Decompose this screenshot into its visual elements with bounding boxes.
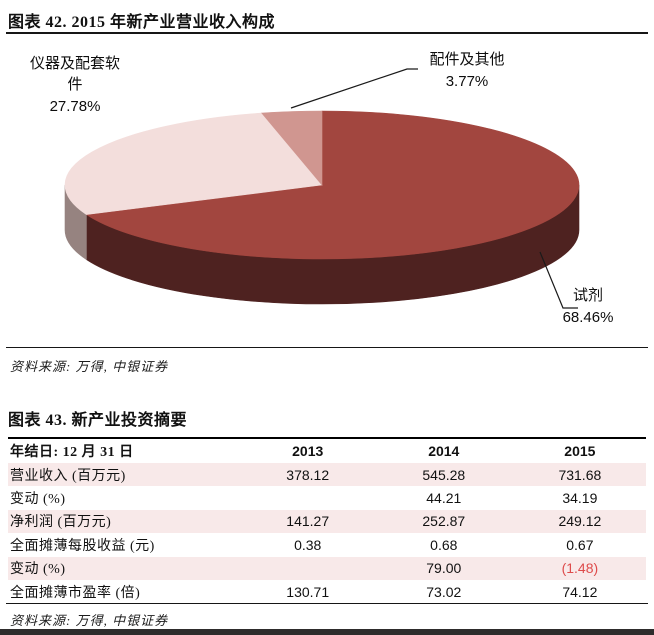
row-label: 全面摊薄市盈率 (倍) <box>10 585 141 601</box>
figure43-title: 图表 43. 新产业投资摘要 <box>8 412 188 429</box>
pie-label-instrument-pct: 27.78% <box>49 98 101 115</box>
pie-chart-3d <box>64 68 580 309</box>
row-value: 79.00 <box>426 560 462 577</box>
pie-slice-top-0 <box>85 110 580 260</box>
table-row: 变动 (%) 79.00 (1.48) <box>8 556 646 580</box>
row-value: 73.02 <box>426 583 462 600</box>
pie-slice-top-1 <box>64 112 323 215</box>
row-value: 0.67 <box>566 536 594 553</box>
row-label: 净利润 (百万元) <box>10 515 112 531</box>
pie-label-reagent-pct: 68.46% <box>562 309 614 326</box>
row-label: 全面摊薄每股收益 (元) <box>10 538 155 554</box>
pie-label-reagent-text: 试剂 <box>572 288 603 304</box>
pie-label-accessory-pct: 3.77% <box>445 73 489 90</box>
leader-line-accessory <box>290 68 418 109</box>
row-label: 营业收入 (百万元) <box>10 468 126 484</box>
divider-line <box>6 347 648 348</box>
row-value: 141.27 <box>286 513 330 530</box>
row-value: 252.87 <box>422 513 466 530</box>
figure43-source: 资料来源: 万得, 中银证券 <box>10 613 169 628</box>
pie-label-accessory-text: 配件及其他 <box>429 52 505 68</box>
table-row: 全面摊薄市盈率 (倍) 130.71 73.02 74.12 <box>8 580 646 603</box>
table-row: 营业收入 (百万元) 378.12 545.28 731.68 <box>8 463 646 487</box>
table-header-row: 年结日: 12 月 31 日 2013 2014 2015 <box>8 439 646 463</box>
row-label: 变动 (%) <box>10 562 66 578</box>
row-value: 130.71 <box>286 583 330 600</box>
row-value: 74.12 <box>562 583 598 600</box>
row-value: 0.38 <box>294 536 322 553</box>
row-value: 0.68 <box>430 536 458 553</box>
row-value: 378.12 <box>286 466 330 483</box>
divider-line <box>6 603 648 604</box>
row-value: 44.21 <box>426 490 462 507</box>
pie-label-accessory: 配件及其他 3.77% <box>412 50 522 93</box>
table-row: 全面摊薄每股收益 (元) 0.38 0.68 0.67 <box>8 533 646 556</box>
table-row: 变动 (%) 44.21 34.19 <box>8 486 646 509</box>
row-value: 731.68 <box>558 466 602 483</box>
row-value: 249.12 <box>558 513 602 530</box>
table-row: 净利润 (百万元) 141.27 252.87 249.12 <box>8 509 646 534</box>
figure42-title: 图表 42. 2015 年新产业营业收入构成 <box>8 14 276 31</box>
page-bottom-bar <box>0 629 654 635</box>
row-value: 545.28 <box>422 466 466 483</box>
pie-slice-top-2 <box>261 110 323 186</box>
row-value: 34.19 <box>562 490 598 507</box>
pie-label-reagent: 试剂 68.46% <box>548 286 628 329</box>
table-header-year: 2015 <box>564 443 596 459</box>
table-header-label: 年结日: 12 月 31 日 <box>10 445 134 460</box>
table-header-year: 2013 <box>292 443 324 459</box>
pie-label-instrument-text: 仪器及配套软件 <box>29 56 120 93</box>
row-label: 变动 (%) <box>10 492 66 508</box>
summary-table: 年结日: 12 月 31 日 2013 2014 2015 营业收入 (百万元) 378.… <box>8 437 646 603</box>
pie-label-instrument: 仪器及配套软件 27.78% <box>27 54 123 118</box>
divider-line <box>6 32 648 34</box>
leader-line-reagent <box>539 251 578 309</box>
table-header-year: 2014 <box>428 443 460 459</box>
row-value: (1.48) <box>561 560 599 577</box>
figure42-source: 资料来源: 万得, 中银证券 <box>10 359 169 374</box>
